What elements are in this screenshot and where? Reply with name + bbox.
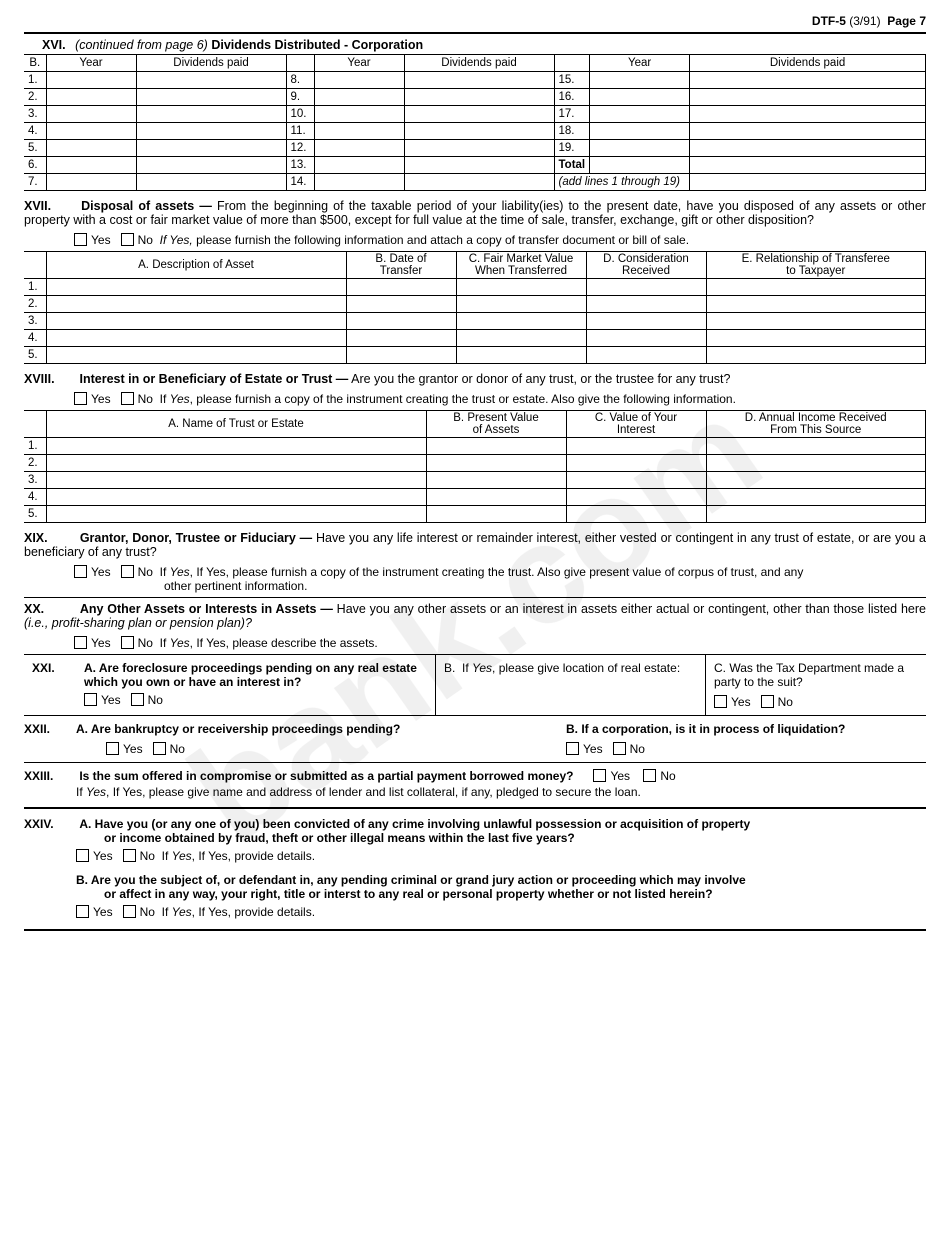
xvii-yesno: Yes No If Yes, If Yes, please furnish th… bbox=[74, 233, 926, 247]
checkbox[interactable] bbox=[121, 233, 134, 246]
checkbox[interactable] bbox=[123, 849, 136, 862]
section-xxi: XXI. A. Are foreclosure proceedings pend… bbox=[24, 654, 926, 716]
checkbox[interactable] bbox=[76, 905, 89, 918]
checkbox[interactable] bbox=[643, 769, 656, 782]
section-xvi-title: XVI. (continued from page 6) Dividends D… bbox=[24, 34, 926, 54]
checkbox[interactable] bbox=[84, 693, 97, 706]
checkbox[interactable] bbox=[74, 392, 87, 405]
xviii-table: A. Name of Trust or Estate B. Present Va… bbox=[24, 410, 926, 523]
xviii-yesno: Yes No If Yes, please furnish a copy of … bbox=[74, 392, 926, 406]
dividends-table: B. Year Dividends paid Year Dividends pa… bbox=[24, 54, 926, 191]
checkbox[interactable] bbox=[74, 565, 87, 578]
section-xix: XIX. Grantor, Donor, Trustee or Fiduciar… bbox=[24, 531, 926, 559]
checkbox[interactable] bbox=[123, 905, 136, 918]
checkbox[interactable] bbox=[74, 233, 87, 246]
xvii-table: A. Description of Asset B. Date ofTransf… bbox=[24, 251, 926, 364]
page-header: DTF-5 (3/91) Page 7 bbox=[24, 14, 926, 28]
checkbox[interactable] bbox=[121, 392, 134, 405]
checkbox[interactable] bbox=[566, 742, 579, 755]
checkbox[interactable] bbox=[121, 565, 134, 578]
checkbox[interactable] bbox=[613, 742, 626, 755]
checkbox[interactable] bbox=[714, 695, 727, 708]
checkbox[interactable] bbox=[121, 636, 134, 649]
checkbox[interactable] bbox=[106, 742, 119, 755]
checkbox[interactable] bbox=[593, 769, 606, 782]
section-xxiv: XXIV. A. Have you (or any one of you) be… bbox=[24, 809, 926, 931]
section-xxiii: XXIII. Is the sum offered in compromise … bbox=[24, 763, 926, 809]
xix-yesno: Yes No If Yes, If Yes, please furnish a … bbox=[74, 565, 926, 593]
checkbox[interactable] bbox=[761, 695, 774, 708]
xx-yesno: Yes No If Yes, If Yes, please describe t… bbox=[74, 636, 926, 650]
section-xxii: XXII. A. Are bankruptcy or receivership … bbox=[24, 716, 926, 763]
checkbox[interactable] bbox=[76, 849, 89, 862]
section-xx: XX. Any Other Assets or Interests in Ass… bbox=[24, 602, 926, 630]
section-xviii: XVIII. Interest in or Beneficiary of Est… bbox=[24, 372, 926, 386]
checkbox[interactable] bbox=[153, 742, 166, 755]
section-xvii: XVII. Disposal of assets — From the begi… bbox=[24, 199, 926, 227]
checkbox[interactable] bbox=[131, 693, 144, 706]
checkbox[interactable] bbox=[74, 636, 87, 649]
